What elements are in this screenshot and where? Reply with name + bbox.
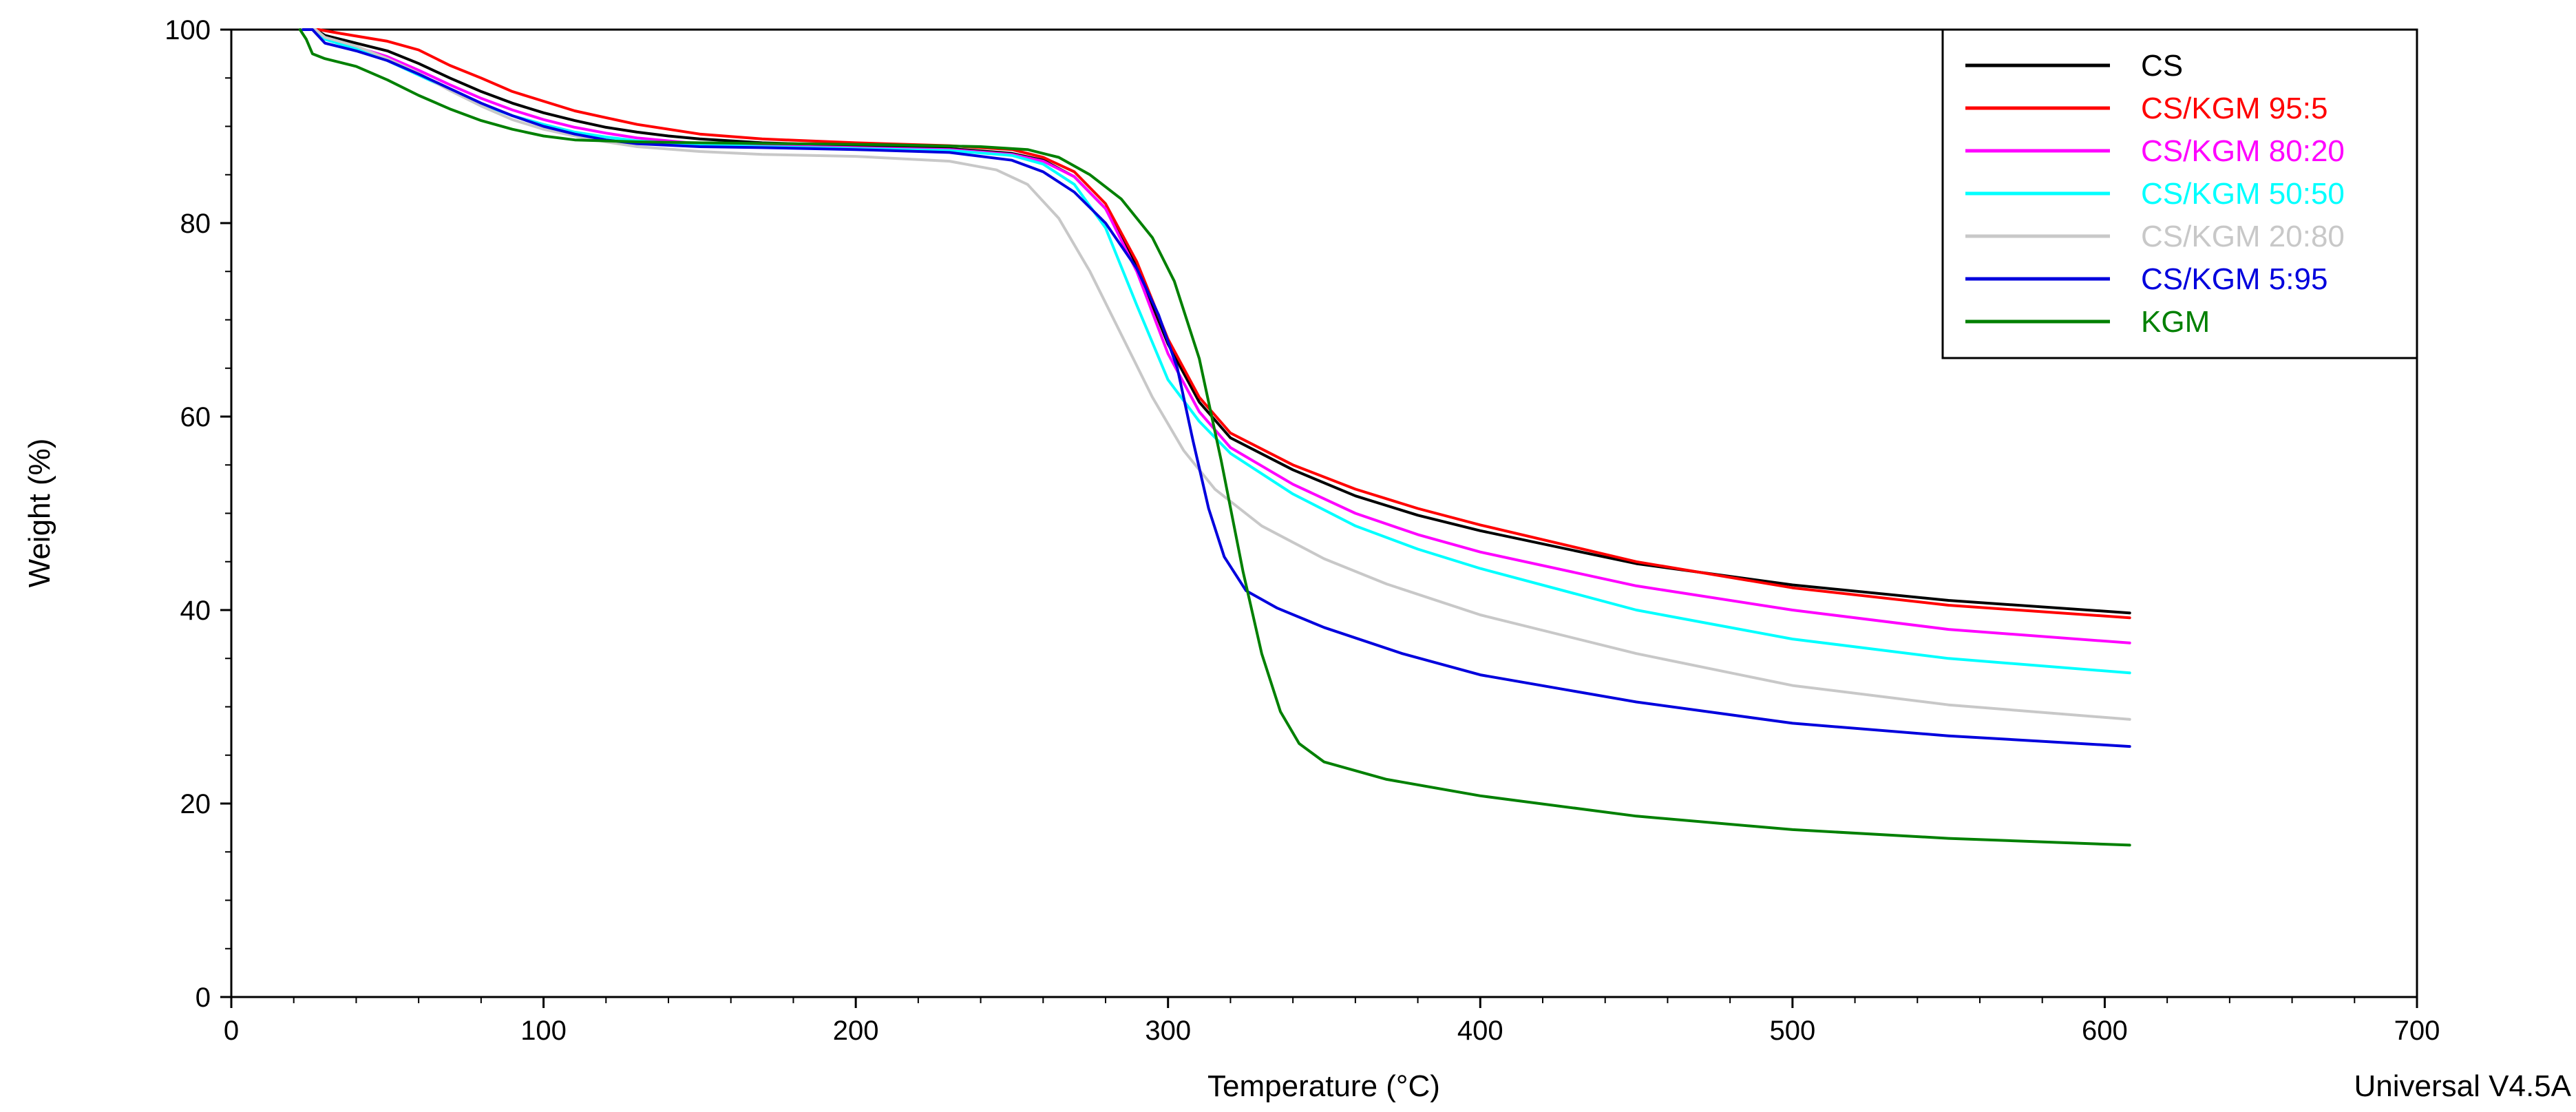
software-version-label: Universal V4.5A — [2354, 1069, 2572, 1103]
legend-label: KGM — [2141, 305, 2210, 339]
legend-label: CS/KGM 95:5 — [2141, 92, 2327, 125]
legend: CS CS/KGM 95:5 CS/KGM 80:20 CS/KGM 50:50 CS/… — [1941, 28, 2418, 359]
y-axis-title: Weight (%) — [23, 439, 56, 588]
y-tick-labels: 0 20 40 60 80 100 — [165, 15, 211, 1013]
y-tick-label: 20 — [180, 789, 211, 819]
y-tick-label: 40 — [180, 596, 211, 626]
x-tick-label: 400 — [1457, 1016, 1503, 1046]
x-axis-title: Temperature (°C) — [1207, 1069, 1440, 1103]
axis-ticks — [220, 28, 2418, 1008]
x-tick-label: 200 — [833, 1016, 879, 1046]
legend-label: CS/KGM 20:80 — [2141, 220, 2345, 253]
legend-label: CS — [2141, 49, 2183, 83]
legend-label: CS/KGM 50:50 — [2141, 177, 2345, 211]
series-line-cs — [302, 28, 2131, 615]
x-tick-label: 100 — [520, 1016, 567, 1046]
x-tick-label: 500 — [1769, 1016, 1815, 1046]
y-tick-label: 100 — [165, 15, 211, 45]
legend-label: CS/KGM 80:20 — [2141, 134, 2345, 168]
series-line-cs-kgm-5-95 — [302, 28, 2131, 748]
y-tick-label: 0 — [196, 983, 211, 1013]
series-line-kgm — [298, 28, 2131, 847]
x-tick-label: 300 — [1145, 1016, 1191, 1046]
y-tick-label: 80 — [180, 209, 211, 239]
x-tick-label: 0 — [224, 1016, 239, 1046]
x-tick-label: 600 — [2082, 1016, 2128, 1046]
series-lines — [298, 28, 2131, 847]
y-tick-label: 60 — [180, 402, 211, 432]
legend-items: CS CS/KGM 95:5 CS/KGM 80:20 CS/KGM 50:50 CS/… — [1965, 49, 2345, 339]
x-tick-labels: 0 100 200 300 400 500 600 700 — [224, 1016, 2440, 1046]
legend-label: CS/KGM 5:95 — [2141, 262, 2327, 296]
x-tick-label: 700 — [2394, 1016, 2440, 1046]
